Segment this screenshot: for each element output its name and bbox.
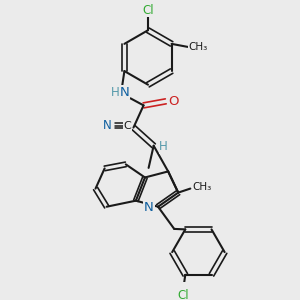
- Text: H: H: [159, 140, 168, 153]
- Text: N: N: [144, 201, 154, 214]
- Text: C: C: [124, 121, 131, 130]
- Text: H: H: [111, 86, 120, 99]
- Text: CH₃: CH₃: [188, 42, 207, 52]
- Text: CH₃: CH₃: [193, 182, 212, 192]
- Text: Cl: Cl: [178, 290, 189, 300]
- Text: N: N: [119, 86, 129, 99]
- Text: O: O: [169, 95, 179, 108]
- Text: Cl: Cl: [142, 4, 154, 16]
- Text: N: N: [103, 119, 112, 132]
